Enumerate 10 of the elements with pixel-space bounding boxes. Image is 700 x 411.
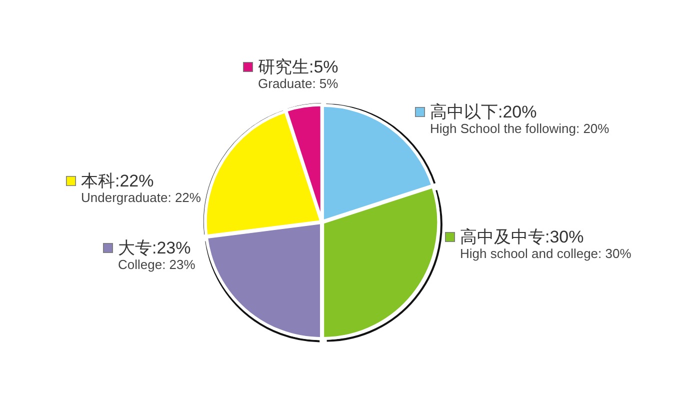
text: High school and college: 30% [460, 246, 632, 262]
legend-label: 研究生:5% [258, 58, 338, 77]
legend-label: 高中及中专:30% [460, 228, 584, 247]
text: High School the following: 20% [430, 121, 610, 136]
text: Graduate: 5% [258, 76, 339, 92]
legend-label: 本科:22% [81, 172, 154, 191]
text: Undergraduate: 22% [81, 190, 202, 206]
text: College: 23% [118, 257, 196, 272]
legend-label: 高中以下:20% [430, 102, 537, 122]
legend-label: 大专:23% [118, 238, 191, 258]
